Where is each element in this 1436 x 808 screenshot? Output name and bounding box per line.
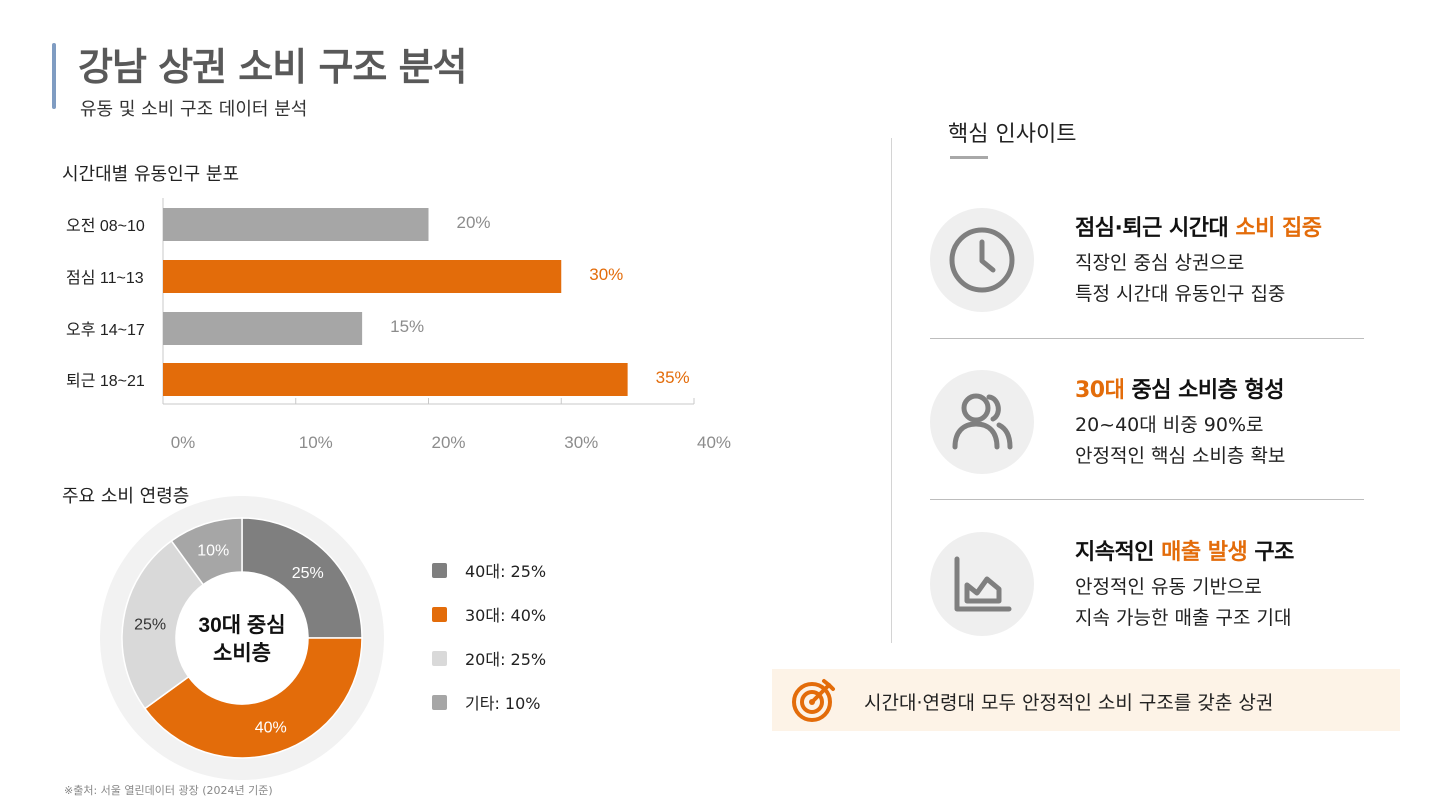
slice-label: 40% [255, 719, 287, 736]
legend-swatch [432, 562, 447, 578]
x-tick-label: 20% [431, 433, 465, 452]
insight-card: 점심·퇴근 시간대 소비 집중 직장인 중심 상권으로 특정 시간대 유동인구 … [930, 208, 1366, 316]
legend-item: 30대: 40% [432, 592, 546, 636]
summary-banner: 시간대·연령대 모두 안정적인 소비 구조를 갖춘 상권 [772, 669, 1400, 731]
slice-label: 25% [292, 565, 324, 582]
bar [163, 312, 363, 345]
users-icon [952, 393, 1013, 450]
legend-swatch [432, 650, 447, 666]
data-label: 20% [457, 213, 491, 232]
insight-text: 특정 시간대 유동인구 집중 [1075, 283, 1286, 305]
center-label: 30대 중심 [198, 614, 285, 637]
x-tick-label: 10% [299, 433, 333, 452]
insight-separator [930, 499, 1364, 500]
area-chart-icon [954, 556, 1012, 612]
category-label: 퇴근 18~21 [66, 372, 145, 390]
insight-card: 지속적인 매출 발생 구조 안정적인 유동 기반으로 지속 가능한 매출 구조 … [930, 532, 1366, 640]
time-distribution-bar-chart: 오전 08~10 20% 점심 11~13 30% 오후 14~17 15% 퇴근 18~2… [66, 198, 731, 452]
insight-icon-circle [930, 208, 1034, 312]
insight-title: 점심·퇴근 시간대 소비 집중 [1075, 216, 1322, 241]
page-subtitle: 유동 및 소비 구조 데이터 분석 [80, 99, 308, 120]
insight-separator [930, 338, 1364, 339]
insights-heading: 핵심 인사이트 [948, 122, 1077, 147]
legend-item: 기타: 10% [432, 680, 546, 724]
donut-chart-title: 주요 소비 연령층 [62, 486, 190, 507]
insight-icon-circle [930, 370, 1034, 474]
slice-label: 25% [134, 616, 166, 633]
slice-label: 10% [197, 543, 229, 560]
insight-title: 지속적인 매출 발생 구조 [1075, 540, 1294, 565]
insight-icon-circle [930, 532, 1034, 636]
insight-title: 30대 중심 소비층 형성 [1075, 378, 1285, 403]
legend-label: 기타: 10% [465, 694, 541, 713]
insight-text: 직장인 중심 상권으로 [1075, 252, 1245, 274]
page-title: 강남 상권 소비 구조 분석 [78, 45, 468, 89]
category-label: 오후 14~17 [66, 321, 145, 339]
insight-text: 안정적인 유동 기반으로 [1075, 576, 1262, 598]
legend-swatch [432, 606, 447, 622]
x-tick-label: 30% [564, 433, 598, 452]
data-label: 35% [656, 368, 690, 387]
data-label: 15% [390, 317, 424, 336]
title-accent-bar [52, 43, 56, 109]
bar-chart-title: 시간대별 유동인구 분포 [62, 164, 240, 185]
data-label: 30% [589, 265, 623, 284]
bar [163, 363, 628, 396]
legend-label: 30대: 40% [465, 606, 547, 625]
insight-text: 20~40대 비중 90%로 [1075, 414, 1264, 436]
legend-swatch [432, 694, 447, 710]
legend-item: 20대: 25% [432, 636, 546, 680]
bar [163, 208, 429, 241]
legend-item: 40대: 25% [432, 548, 546, 592]
donut-legend: 40대: 25% 30대: 40% 20대: 25% 기타: 10% [432, 548, 546, 724]
x-tick-label: 0% [171, 433, 196, 452]
target-icon [792, 679, 835, 722]
source-note: ※출처: 서울 열린데이터 광장 (2024년 기준) [64, 784, 273, 797]
insight-text: 안정적인 핵심 소비층 확보 [1075, 445, 1286, 467]
heading-underline [950, 156, 988, 159]
donut-hole [176, 572, 308, 704]
legend-label: 20대: 25% [465, 650, 547, 669]
insight-card: 30대 중심 소비층 형성 20~40대 비중 90%로 안정적인 핵심 소비층… [930, 370, 1366, 478]
category-label: 점심 11~13 [66, 269, 144, 287]
category-label: 오전 08~10 [66, 217, 145, 235]
center-label: 소비층 [213, 642, 271, 665]
clock-icon [949, 227, 1015, 293]
vertical-divider [891, 138, 892, 643]
x-tick-label: 40% [697, 433, 731, 452]
banner-text: 시간대·연령대 모두 안정적인 소비 구조를 갖춘 상권 [864, 692, 1274, 714]
legend-label: 40대: 25% [465, 562, 547, 581]
bar [163, 260, 562, 293]
insight-text: 지속 가능한 매출 구조 기대 [1075, 607, 1292, 629]
